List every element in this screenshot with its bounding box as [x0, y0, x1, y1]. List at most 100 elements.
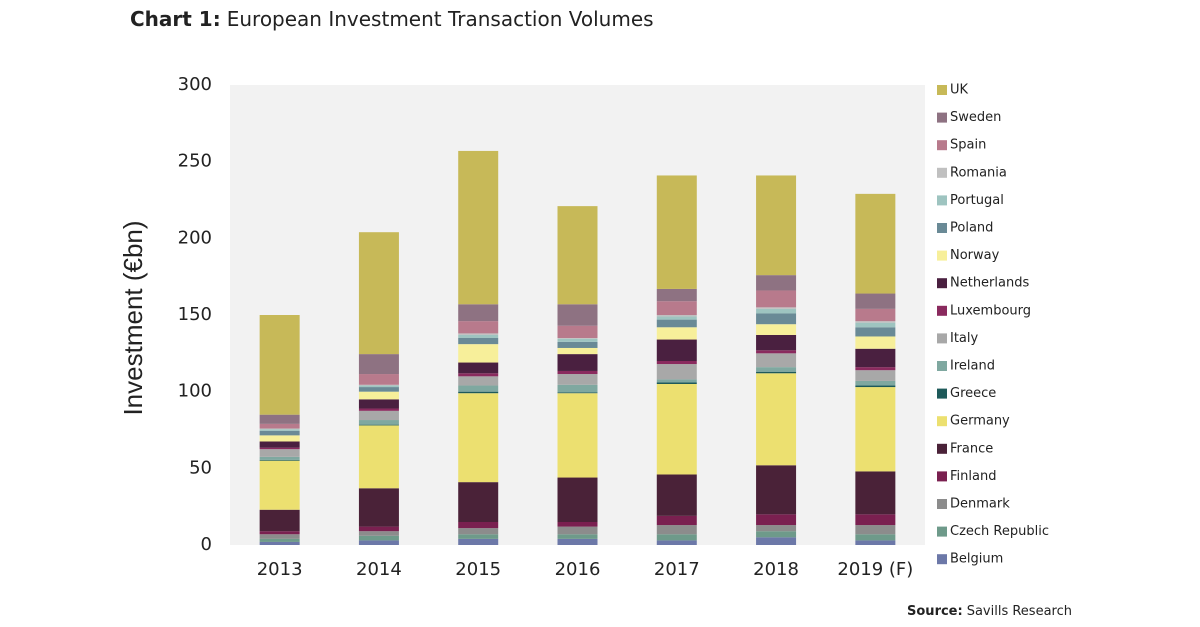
bar-segment: [458, 528, 499, 535]
legend-label: Norway: [950, 248, 1000, 263]
bar-segment: [458, 344, 499, 363]
source-label: Source:: [907, 604, 963, 619]
bar-segment: [756, 350, 797, 354]
legend-label: Netherlands: [950, 276, 1029, 291]
bar-segment: [656, 327, 697, 340]
y-tick-label: 150: [178, 304, 212, 325]
bar-segment: [259, 534, 300, 539]
y-tick-label: 100: [178, 381, 212, 402]
bar-segment: [756, 531, 797, 538]
bar-segment: [358, 535, 399, 541]
bar-segment: [259, 459, 300, 461]
x-tick-label: 2014: [356, 559, 402, 580]
bar-segment: [656, 384, 697, 475]
bar-segment: [458, 362, 499, 374]
bar-segment: [756, 307, 797, 309]
legend-label: Portugal: [950, 193, 1004, 208]
bar-segment: [756, 334, 797, 351]
bar-segment: [756, 525, 797, 532]
bar-segment: [855, 514, 896, 526]
bar-segment: [259, 531, 300, 535]
legend-swatch: [937, 305, 947, 316]
legend-swatch: [937, 388, 947, 399]
bar-segment: [358, 399, 399, 409]
bar-segment: [259, 414, 300, 424]
source-note: Source: Savills Research: [907, 604, 1072, 619]
bar-segment: [756, 367, 797, 372]
chart-title: European Investment Transaction Volumes: [227, 7, 654, 31]
legend-swatch: [937, 167, 947, 178]
legend-swatch: [937, 140, 947, 151]
chart-label: Chart 1:: [130, 7, 221, 31]
legend-label: France: [950, 441, 993, 456]
legend-label: Ireland: [950, 359, 995, 374]
bar-segment: [656, 175, 697, 289]
bar-segment: [855, 193, 896, 294]
legend-label: Finland: [950, 469, 996, 484]
bar-segment: [259, 456, 300, 460]
x-tick-label: 2016: [555, 559, 601, 580]
bar-segment: [557, 392, 598, 394]
bar-segment: [656, 316, 697, 320]
bar-segment: [855, 385, 896, 388]
legend-swatch: [937, 526, 947, 537]
bar-segment: [358, 354, 399, 375]
legend-label: Germany: [950, 414, 1010, 429]
bar-segment: [458, 391, 499, 394]
x-tick-label: 2015: [455, 559, 501, 580]
bar-segment: [756, 275, 797, 291]
bar-segment: [557, 347, 598, 355]
legend-swatch: [937, 112, 947, 123]
bar-segment: [259, 428, 300, 430]
legend-swatch: [937, 223, 947, 233]
bar-segment: [656, 540, 697, 545]
bar-segment: [358, 531, 399, 536]
legend-label: Italy: [950, 331, 979, 346]
bar-segment: [259, 315, 300, 415]
bar-segment: [557, 526, 598, 535]
bar-segment: [656, 382, 697, 384]
bar-segment: [358, 410, 399, 421]
bar-segment: [458, 373, 499, 377]
bar-segment: [458, 333, 499, 335]
chart-heading: Chart 1: European Investment Transaction …: [130, 7, 654, 31]
legend-label: Czech Republic: [950, 524, 1049, 539]
legend-swatch: [937, 443, 947, 454]
bar-segment: [855, 348, 896, 368]
bar-segment: [656, 315, 697, 317]
legend-swatch: [937, 499, 947, 509]
bar-segment: [458, 321, 499, 334]
bar-segment: [656, 361, 697, 365]
bar-segment: [656, 534, 697, 541]
bar-segment: [358, 232, 399, 355]
bar-segment: [855, 380, 896, 386]
legend-label: UK: [950, 83, 969, 98]
bar-segment: [458, 522, 499, 529]
legend-label: Romania: [950, 165, 1007, 180]
x-tick-label: 2013: [257, 559, 303, 580]
bar-segment: [557, 325, 598, 338]
bar-segment: [756, 290, 797, 308]
bar-segment: [656, 339, 697, 361]
legend-swatch: [937, 333, 947, 344]
bar-segment: [855, 387, 896, 472]
legend-label: Belgium: [950, 552, 1003, 567]
legend-label: Spain: [950, 138, 986, 153]
bar-segment: [557, 384, 598, 393]
bar-segment: [656, 301, 697, 315]
bar-segment: [756, 313, 797, 325]
bar-segment: [358, 425, 399, 489]
bar-segment: [756, 465, 797, 515]
bar-segment: [855, 370, 896, 381]
bar-segment: [656, 515, 697, 526]
x-tick-label: 2017: [654, 559, 700, 580]
legend-swatch: [937, 250, 947, 261]
bar-segment: [756, 537, 797, 545]
bar-segment: [557, 304, 598, 326]
bar-segment: [458, 385, 499, 392]
bar-segment: [358, 384, 399, 386]
bar-segment: [756, 353, 797, 368]
bar-segment: [458, 538, 499, 545]
bar-segment: [259, 447, 300, 450]
